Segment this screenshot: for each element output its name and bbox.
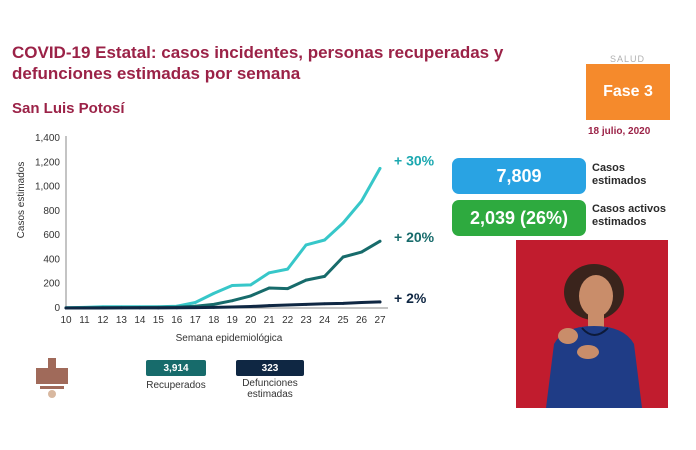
x-tick-label: 19 — [227, 315, 239, 326]
recovered-value: 3,914 — [146, 360, 206, 376]
x-tick-label: 20 — [245, 315, 257, 326]
data-point — [286, 267, 290, 271]
growth-annotation: + 2% — [394, 290, 427, 306]
y-tick-label: 1,200 — [35, 157, 60, 168]
data-point — [323, 275, 326, 278]
recovered-label: Recuperados — [146, 380, 206, 391]
building-icon — [36, 358, 68, 398]
chart-title: COVID-19 Estatal: casos incidentes, pers… — [12, 43, 504, 83]
phase-badge: Fase 3 — [586, 64, 670, 120]
x-tick-label: 13 — [116, 315, 128, 326]
data-point — [360, 301, 363, 304]
data-point — [304, 243, 308, 247]
growth-annotation: + 30% — [394, 152, 435, 168]
data-point — [212, 292, 216, 295]
data-point — [323, 302, 326, 306]
data-point — [341, 255, 345, 259]
data-point — [212, 305, 216, 309]
series-line-3 — [64, 300, 382, 310]
deaths-label-line2: estimadas — [247, 389, 293, 400]
sign-language-interpreter-video — [516, 240, 668, 408]
x-tick-label: 23 — [301, 315, 313, 326]
data-point — [64, 306, 68, 310]
data-point — [378, 166, 382, 170]
interpreter-figure — [546, 264, 642, 408]
data-point — [212, 302, 216, 306]
x-tick-label: 17 — [190, 315, 202, 326]
active-cases-label-line1: Casos activos — [592, 203, 666, 215]
data-point — [230, 284, 234, 287]
y-tick-label: 800 — [43, 206, 60, 217]
data-point — [193, 301, 197, 304]
data-point — [120, 306, 123, 310]
report-date: 18 julio, 2020 — [588, 126, 651, 137]
state-name: San Luis Potosí — [12, 100, 125, 117]
active-cases-label-line2: estimados — [592, 216, 647, 228]
data-point — [341, 221, 345, 225]
x-tick-label: 14 — [134, 315, 146, 326]
estimated-cases-label-line2: estimados — [592, 175, 647, 187]
data-point — [323, 238, 326, 242]
data-point — [138, 306, 142, 310]
data-point — [249, 294, 253, 298]
x-tick-label: 21 — [264, 315, 276, 326]
x-tick-label: 12 — [97, 315, 109, 326]
line-chart: 0 200 400 600 800 1,000 1,200 1,400 10 11 12 13 14 15… — [16, 133, 435, 344]
x-tick-label: 22 — [282, 315, 294, 326]
active-cases-label: Casos activos estimados — [592, 203, 666, 229]
growth-annotation: + 20% — [394, 229, 435, 245]
data-point — [360, 250, 363, 254]
data-point — [286, 287, 290, 290]
estimated-cases-value: 7,809 — [452, 158, 586, 194]
data-point — [378, 300, 382, 304]
data-point — [267, 286, 271, 290]
data-point — [378, 239, 382, 243]
data-point — [286, 303, 290, 307]
y-tick-label: 1,400 — [35, 133, 60, 144]
data-point — [83, 306, 86, 310]
x-tick-label: 10 — [60, 315, 72, 326]
data-point — [267, 271, 271, 275]
data-point — [267, 304, 271, 307]
x-axis-title: Semana epidemiológica — [176, 333, 283, 344]
series-line-1 — [64, 166, 382, 310]
x-tick-label: 24 — [319, 315, 331, 326]
y-axis-title: Casos estimados — [16, 162, 27, 239]
health-logo: SALUD — [610, 54, 646, 64]
estimated-cases-label-line1: Casos — [592, 162, 626, 174]
series-line-2 — [64, 239, 382, 310]
y-tick-label: 400 — [43, 254, 60, 265]
x-tick-label: 11 — [79, 315, 90, 326]
data-point — [175, 306, 179, 310]
data-point — [249, 305, 253, 308]
x-tick-label: 16 — [171, 315, 183, 326]
estimated-cases-label: Casos estimados — [592, 162, 646, 188]
data-point — [156, 306, 160, 310]
data-point — [341, 301, 345, 305]
x-tick-label: 15 — [153, 315, 165, 326]
y-tick-label: 200 — [43, 279, 60, 290]
x-tick-label: 26 — [356, 315, 368, 326]
y-tick-label: 0 — [54, 303, 60, 314]
y-tick-label: 600 — [43, 230, 60, 241]
data-point — [360, 199, 363, 203]
x-tick-label: 27 — [374, 315, 386, 326]
y-tick-label: 1,000 — [35, 182, 60, 193]
data-point — [304, 278, 308, 282]
deaths-value: 323 — [236, 360, 304, 376]
deaths-label: Defunciones estimadas — [230, 378, 310, 400]
x-tick-label: 18 — [208, 315, 220, 326]
data-point — [249, 283, 253, 287]
data-point — [304, 302, 308, 306]
x-tick-label: 25 — [337, 315, 349, 326]
data-point — [230, 305, 234, 309]
data-point — [193, 306, 197, 310]
active-cases-value: 2,039 (26%) — [452, 200, 586, 236]
data-point — [101, 306, 105, 310]
deaths-label-line1: Defunciones — [242, 378, 298, 389]
data-point — [230, 299, 234, 303]
